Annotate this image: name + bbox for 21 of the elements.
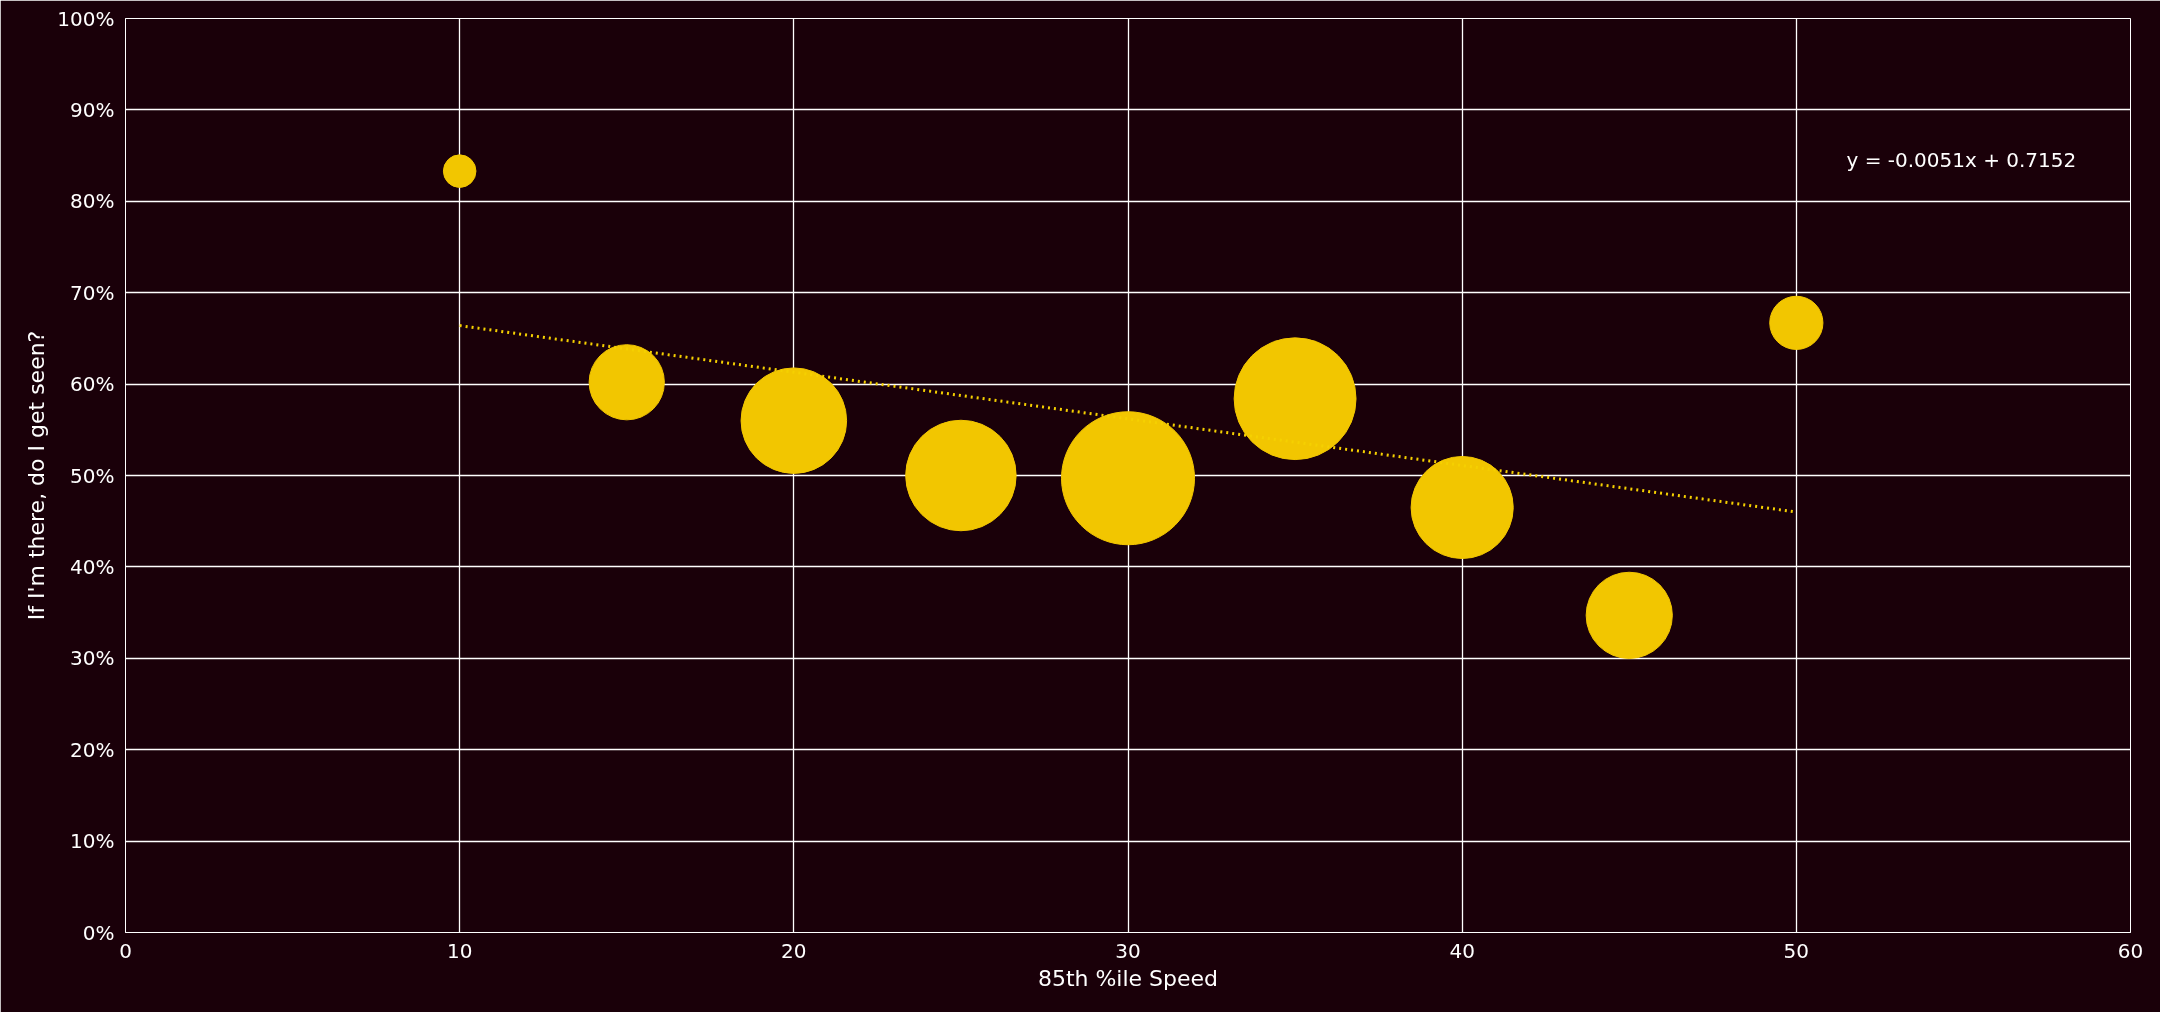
x-tick-label: 0 bbox=[119, 938, 132, 963]
x-tick-label: 50 bbox=[1783, 938, 1810, 963]
x-tick-label: 20 bbox=[781, 938, 807, 963]
y-tick-label: 20% bbox=[70, 737, 115, 762]
x-tick-label: 60 bbox=[2117, 938, 2144, 963]
y-axis-title: If I'm there, do I get seen? bbox=[24, 330, 50, 621]
y-tick-label: 90% bbox=[70, 97, 115, 122]
x-tick-label: 30 bbox=[1115, 938, 1141, 963]
y-tick-label: 0% bbox=[82, 920, 115, 945]
x-tick-label: 10 bbox=[446, 938, 473, 963]
y-tick-label: 10% bbox=[70, 829, 115, 854]
x-tick-label: 40 bbox=[1449, 938, 1475, 963]
y-tick-label: 30% bbox=[70, 646, 115, 671]
x-axis-title: 85th %ile Speed bbox=[1037, 965, 1219, 991]
y-tick-label: 70% bbox=[70, 280, 115, 305]
y-tick-label: 100% bbox=[57, 6, 115, 31]
y-tick-label: 80% bbox=[70, 189, 115, 214]
y-tick-label: 40% bbox=[70, 554, 115, 579]
y-tick-label: 50% bbox=[70, 463, 115, 488]
y-tick-label: 60% bbox=[70, 372, 115, 397]
annotation: y = -0.0051x + 0.7152 bbox=[1846, 148, 2077, 173]
